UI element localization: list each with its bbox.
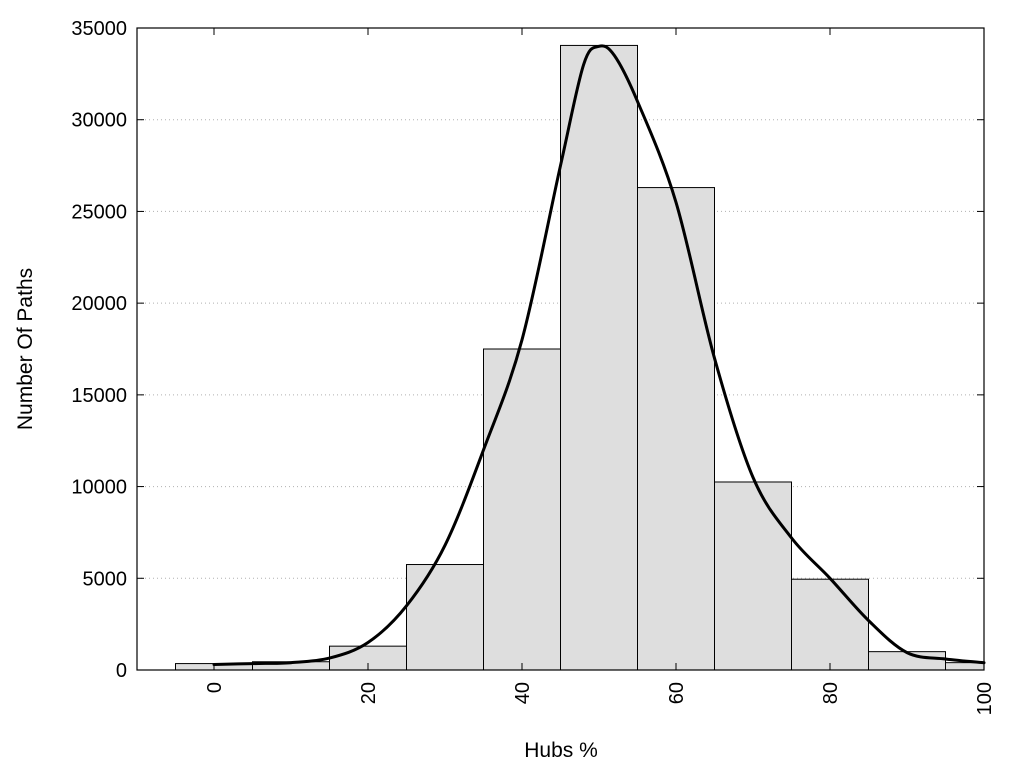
y-tick-label: 5000 [83,568,128,590]
x-axis-label: Hubs % [524,739,598,762]
x-axis-ticks: 0 20 40 60 80 100 [204,28,996,715]
y-tick-label: 10000 [71,477,127,499]
bar [945,662,985,671]
y-tick-label: 30000 [71,110,127,132]
y-tick-label: 15000 [71,385,127,407]
y-axis-label: Number Of Paths [14,268,37,430]
y-tick-label: 35000 [71,18,127,40]
x-tick-label: 0 [204,682,226,693]
x-tick-label: 80 [820,682,842,704]
density-curve [212,44,986,666]
x-tick-label: 40 [512,682,534,704]
x-tick-label: 20 [358,682,380,704]
density-curve-line [212,44,986,666]
x-tick-label: 60 [666,682,688,704]
bar [560,44,638,671]
y-tick-label: 0 [116,660,127,682]
plot-frame [136,27,985,671]
bar [406,564,484,671]
bar [868,651,946,671]
bar [791,578,869,671]
bar [714,481,792,671]
bars [175,44,985,671]
x-tick-label: 100 [974,682,996,715]
y-tick-label: 25000 [71,201,127,223]
bar [637,187,715,671]
y-axis-ticks: 0 5000 10000 15000 20000 25000 30000 35000 [71,18,984,682]
bar [483,348,561,671]
y-tick-label: 20000 [71,293,127,315]
